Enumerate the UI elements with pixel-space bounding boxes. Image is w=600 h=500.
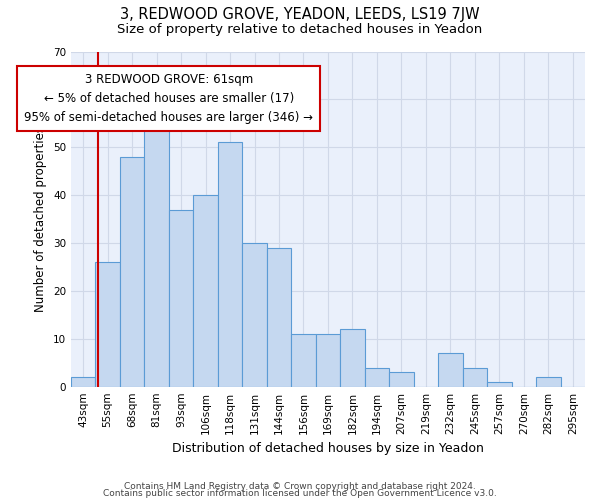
Bar [218, 142, 242, 386]
Bar [145, 114, 169, 386]
Bar [389, 372, 413, 386]
Bar [193, 195, 218, 386]
Text: 3 REDWOOD GROVE: 61sqm
← 5% of detached houses are smaller (17)
95% of semi-deta: 3 REDWOOD GROVE: 61sqm ← 5% of detached … [25, 73, 313, 124]
Bar [267, 248, 291, 386]
Text: Contains public sector information licensed under the Open Government Licence v3: Contains public sector information licen… [103, 489, 497, 498]
Bar [463, 368, 487, 386]
Y-axis label: Number of detached properties: Number of detached properties [34, 126, 47, 312]
Bar [120, 157, 145, 386]
Bar [169, 210, 193, 386]
Bar [71, 377, 95, 386]
Bar [487, 382, 512, 386]
Text: Contains HM Land Registry data © Crown copyright and database right 2024.: Contains HM Land Registry data © Crown c… [124, 482, 476, 491]
Bar [365, 368, 389, 386]
Bar [291, 334, 316, 386]
Bar [536, 377, 560, 386]
Bar [95, 262, 120, 386]
X-axis label: Distribution of detached houses by size in Yeadon: Distribution of detached houses by size … [172, 442, 484, 455]
Text: Size of property relative to detached houses in Yeadon: Size of property relative to detached ho… [118, 22, 482, 36]
Bar [316, 334, 340, 386]
Bar [242, 243, 267, 386]
Bar [438, 353, 463, 386]
Bar [340, 329, 365, 386]
Text: 3, REDWOOD GROVE, YEADON, LEEDS, LS19 7JW: 3, REDWOOD GROVE, YEADON, LEEDS, LS19 7J… [120, 8, 480, 22]
